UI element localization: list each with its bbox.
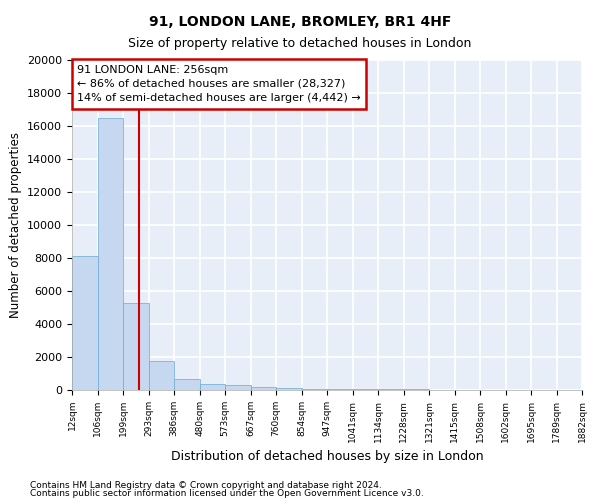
Text: 91, LONDON LANE, BROMLEY, BR1 4HF: 91, LONDON LANE, BROMLEY, BR1 4HF: [149, 15, 451, 29]
Text: 91 LONDON LANE: 256sqm
← 86% of detached houses are smaller (28,327)
14% of semi: 91 LONDON LANE: 256sqm ← 86% of detached…: [77, 65, 361, 103]
Bar: [200, 384, 225, 390]
Bar: [251, 386, 276, 390]
Bar: [149, 361, 174, 390]
Bar: [302, 388, 327, 390]
Bar: [353, 389, 378, 390]
Bar: [225, 386, 251, 390]
Text: Contains public sector information licensed under the Open Government Licence v3: Contains public sector information licen…: [30, 489, 424, 498]
Y-axis label: Number of detached properties: Number of detached properties: [8, 132, 22, 318]
Text: Contains HM Land Registry data © Crown copyright and database right 2024.: Contains HM Land Registry data © Crown c…: [30, 480, 382, 490]
Text: Size of property relative to detached houses in London: Size of property relative to detached ho…: [128, 38, 472, 51]
Bar: [174, 380, 200, 390]
Bar: [72, 256, 98, 390]
Bar: [276, 388, 302, 390]
Bar: [98, 118, 123, 390]
Bar: [123, 302, 149, 390]
Bar: [327, 389, 353, 390]
X-axis label: Distribution of detached houses by size in London: Distribution of detached houses by size …: [170, 450, 484, 463]
